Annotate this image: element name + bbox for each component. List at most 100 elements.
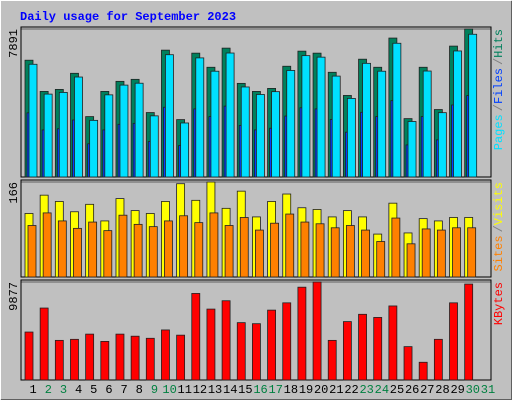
bar — [391, 217, 401, 278]
x-tick-label: 8 — [136, 383, 143, 397]
bar — [115, 333, 125, 381]
bar — [118, 214, 128, 278]
bar — [73, 227, 82, 278]
x-tick-label: 31 — [481, 383, 495, 397]
bar — [39, 307, 49, 381]
bar — [191, 293, 201, 381]
bar — [362, 62, 371, 178]
x-tick-label: 15 — [238, 383, 252, 397]
x-tick-label: 19 — [299, 383, 313, 397]
x-tick-label: 30 — [466, 383, 480, 397]
bar — [43, 93, 53, 178]
legend-entry: Visits — [492, 182, 506, 225]
x-tick-label: 14 — [223, 383, 237, 397]
bar — [436, 229, 446, 278]
x-tick-label: 20 — [314, 383, 328, 397]
chart-title: Daily usage for September 2023 — [20, 10, 236, 24]
bar — [453, 50, 462, 178]
bar — [57, 220, 67, 278]
bar — [89, 119, 99, 178]
bar — [206, 308, 216, 381]
bar — [270, 222, 279, 278]
bar — [54, 339, 64, 381]
bar — [85, 333, 95, 381]
bar — [433, 338, 443, 381]
x-tick-label: 12 — [193, 383, 207, 397]
bar — [422, 70, 432, 178]
bar — [225, 52, 235, 178]
legend: Sites /Visits — [492, 182, 506, 271]
bar — [252, 323, 261, 381]
x-tick-label: 17 — [269, 383, 283, 397]
bar — [224, 225, 234, 278]
x-tick-label: 3 — [60, 383, 67, 397]
legend: Pages/Files/Hits — [492, 29, 506, 150]
bar — [358, 313, 367, 381]
bar — [133, 223, 143, 278]
legend-separator: / — [492, 58, 506, 65]
bar — [149, 115, 159, 178]
legend-separator: / — [492, 104, 506, 111]
x-tick-label: 2 — [45, 383, 52, 397]
bar — [403, 346, 413, 381]
bar — [134, 82, 144, 178]
bar — [437, 112, 447, 178]
bar — [286, 70, 296, 178]
bar — [194, 222, 204, 278]
bar — [24, 331, 34, 381]
x-tick-label: 21 — [329, 383, 343, 397]
x-tick-label: 23 — [359, 383, 373, 397]
bar — [209, 212, 219, 278]
bar — [164, 220, 173, 278]
bar — [282, 302, 292, 381]
bar — [300, 221, 310, 278]
bar — [312, 281, 322, 381]
bar — [119, 84, 129, 178]
bar — [103, 230, 113, 278]
bar — [467, 227, 477, 278]
bar — [104, 94, 114, 178]
x-tick-label: 13 — [208, 383, 222, 397]
bar — [418, 361, 428, 381]
bar — [148, 226, 158, 278]
bar — [70, 338, 79, 381]
bar — [301, 55, 311, 178]
bar — [285, 213, 295, 278]
bar — [407, 121, 417, 178]
bar — [180, 122, 190, 178]
bar — [421, 228, 431, 278]
bar — [377, 70, 387, 178]
bar — [345, 225, 355, 278]
bar — [297, 286, 307, 381]
bar — [195, 57, 205, 178]
x-tick-label: 18 — [284, 383, 298, 397]
bar — [315, 223, 325, 278]
bar — [342, 321, 352, 381]
x-tick-label: 26 — [405, 383, 419, 397]
bar — [316, 56, 326, 178]
x-tick-label: 9 — [151, 383, 158, 397]
bar — [361, 229, 370, 278]
bar — [392, 42, 402, 178]
legend-separator: / — [492, 225, 506, 232]
bar — [452, 227, 461, 278]
x-tick-label: 11 — [178, 383, 192, 397]
bar — [210, 70, 220, 178]
bar — [327, 339, 337, 381]
bar — [255, 229, 264, 278]
bar — [179, 215, 189, 278]
bar — [58, 92, 68, 178]
bar — [176, 334, 186, 381]
bar — [27, 225, 37, 278]
legend-entry: Sites — [492, 235, 506, 271]
bar — [100, 341, 110, 381]
legend-entry: KBytes — [492, 282, 506, 325]
bar — [388, 305, 398, 381]
bar — [28, 63, 38, 178]
bar — [468, 33, 478, 178]
bar — [256, 94, 265, 178]
x-tick-label: 22 — [344, 383, 358, 397]
x-tick-label: 24 — [375, 383, 389, 397]
